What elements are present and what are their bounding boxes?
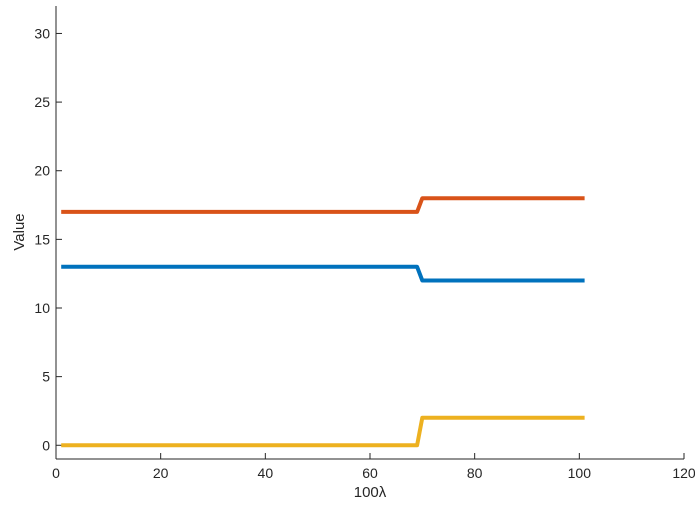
y-tick-label: 20: [34, 163, 50, 179]
y-ticks: 0 5 10 15 20 25 30: [34, 25, 62, 453]
x-axis-label: 100λ: [354, 484, 387, 501]
series-line-3: [61, 415, 585, 448]
series-line-1: [61, 264, 585, 283]
x-ticks: 0 20 40 60 80 100 120: [52, 453, 695, 481]
y-tick-label: 30: [34, 25, 50, 41]
y-tick-label: 25: [34, 94, 50, 110]
y-tick-label: 0: [42, 437, 50, 453]
series-line-2: [61, 196, 585, 214]
x-tick-label: 120: [672, 465, 695, 481]
x-tick-label: 60: [362, 465, 378, 481]
x-tick-label: 0: [52, 465, 60, 481]
y-axis-label: Value: [11, 213, 28, 250]
x-tick-label: 80: [467, 465, 483, 481]
x-tick-label: 20: [153, 465, 169, 481]
axes: [55, 6, 684, 460]
y-tick-label: 10: [34, 300, 50, 316]
y-tick-label: 15: [34, 231, 50, 247]
x-tick-label: 40: [258, 465, 274, 481]
y-tick-label: 5: [42, 369, 50, 385]
series-lines: [61, 196, 585, 448]
x-tick-label: 100: [568, 465, 592, 481]
